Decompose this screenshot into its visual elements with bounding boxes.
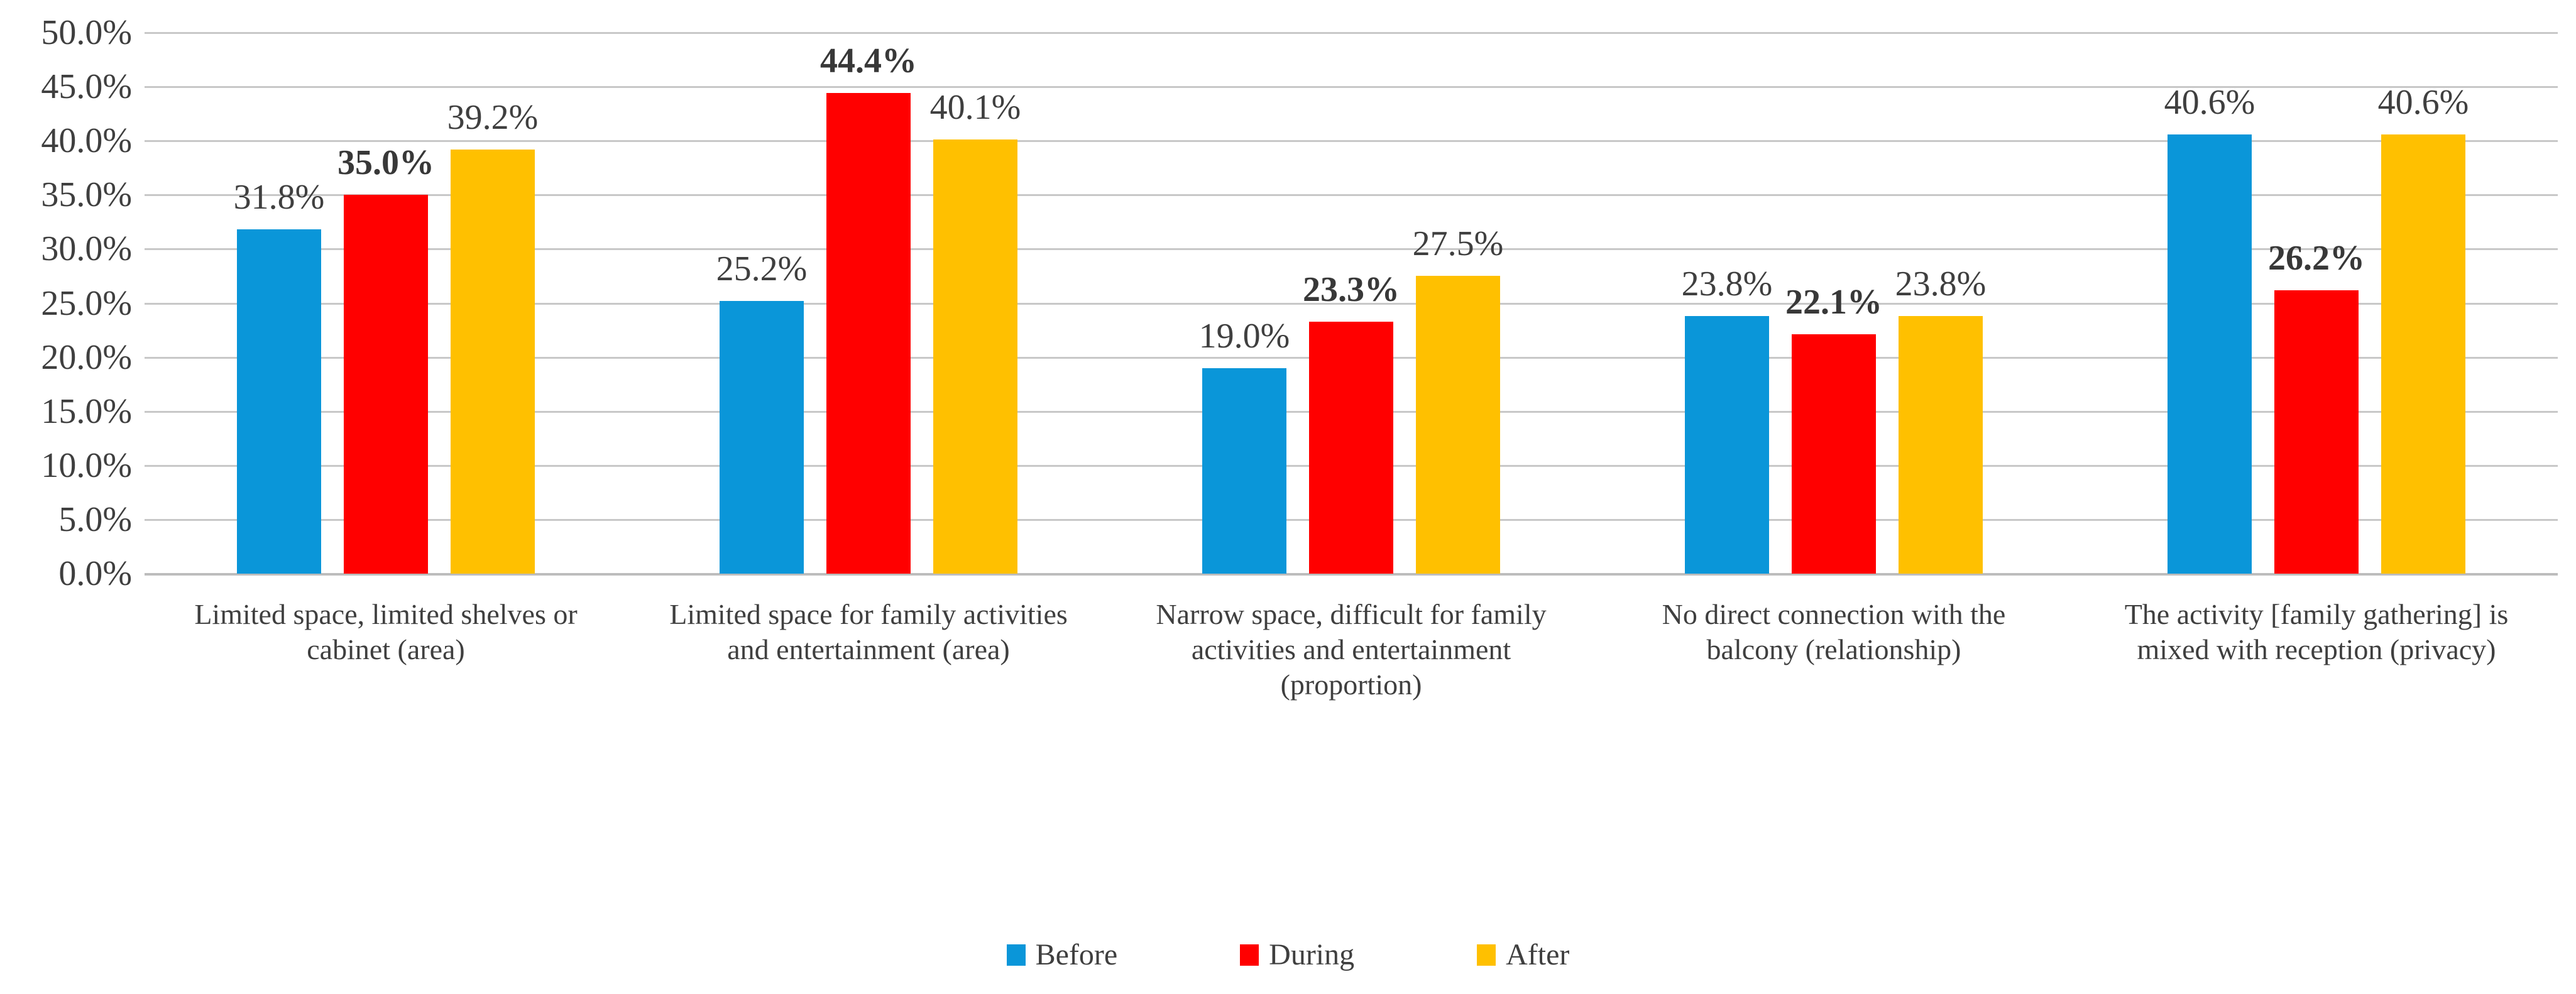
bar-value-label: 23.8% [1895, 265, 1987, 304]
bar-value-label: 44.4% [820, 41, 917, 81]
bar-during-0 [344, 195, 428, 574]
gridline [145, 140, 2558, 143]
bar-before-3 [1685, 316, 1769, 574]
category-label-4: The activity [family gathering] is mixed… [2124, 598, 2509, 666]
bar-after-1 [933, 139, 1017, 574]
legend-swatch-before [1006, 944, 1026, 966]
y-axis-tick-label: 0.0% [58, 554, 132, 593]
bar-value-label: 40.6% [2164, 82, 2255, 122]
bar-value-label: 39.2% [447, 97, 539, 137]
bar-value-label: 23.8% [1681, 265, 1773, 304]
bar-value-label: 31.8% [233, 178, 325, 217]
gridline [145, 86, 2558, 89]
legend-item-during: During [1240, 937, 1354, 973]
bar-value-label: 27.5% [1412, 224, 1504, 264]
bar-after-2 [1416, 276, 1500, 574]
gridline [145, 194, 2558, 197]
gridline [145, 248, 2558, 251]
category-label-2: Narrow space, difficult for family activ… [1156, 598, 1547, 701]
y-axis-tick-label: 45.0% [41, 67, 132, 107]
category-label-1: Limited space for family activities and … [669, 598, 1068, 666]
gridline [145, 302, 2558, 305]
bar-before-1 [720, 301, 804, 574]
y-axis-tick-label: 15.0% [41, 391, 132, 431]
bar-before-2 [1202, 368, 1286, 574]
legend-label-after: After [1506, 938, 1570, 971]
bar-during-3 [1792, 334, 1876, 574]
gridline [145, 32, 2558, 34]
y-axis-tick-label: 20.0% [41, 337, 132, 377]
bar-after-4 [2381, 134, 2465, 574]
y-axis-tick-label: 50.0% [41, 13, 132, 52]
legend-swatch-during [1240, 944, 1259, 966]
bar-during-1 [826, 93, 911, 574]
y-axis-tick-label: 10.0% [41, 445, 132, 485]
bar-during-4 [2274, 290, 2359, 574]
y-axis-tick-label: 25.0% [41, 283, 132, 323]
legend-item-before: Before [1006, 937, 1118, 973]
bar-after-3 [1899, 316, 1983, 574]
y-axis-tick-label: 5.0% [58, 500, 132, 539]
bar-value-label: 25.2% [716, 249, 808, 289]
legend-label-during: During [1269, 938, 1355, 971]
bar-value-label: 26.2% [2268, 238, 2365, 278]
bar-value-label: 19.0% [1198, 316, 1290, 356]
bar-during-2 [1309, 321, 1393, 574]
legend: Before During After [0, 937, 2576, 973]
gridline [145, 573, 2558, 576]
y-axis-tick-label: 40.0% [41, 121, 132, 161]
bar-value-label: 40.1% [929, 88, 1021, 128]
bar-before-4 [2168, 134, 2252, 574]
y-axis-tick-label: 30.0% [41, 229, 132, 269]
legend-label-before: Before [1035, 938, 1118, 971]
category-label-3: No direct connection with the balcony (r… [1662, 598, 2006, 666]
legend-item-after: After [1477, 937, 1569, 973]
y-axis-tick-label: 35.0% [41, 175, 132, 215]
bar-value-label: 35.0% [337, 143, 434, 183]
category-label-0: Limited space, limited shelves or cabine… [194, 598, 578, 666]
bar-value-label: 40.6% [2377, 82, 2469, 122]
bar-value-label: 23.3% [1303, 270, 1400, 309]
bar-before-0 [237, 229, 321, 574]
bar-after-0 [451, 149, 535, 574]
bar-value-label: 22.1% [1785, 283, 1882, 322]
legend-swatch-after [1477, 944, 1496, 966]
